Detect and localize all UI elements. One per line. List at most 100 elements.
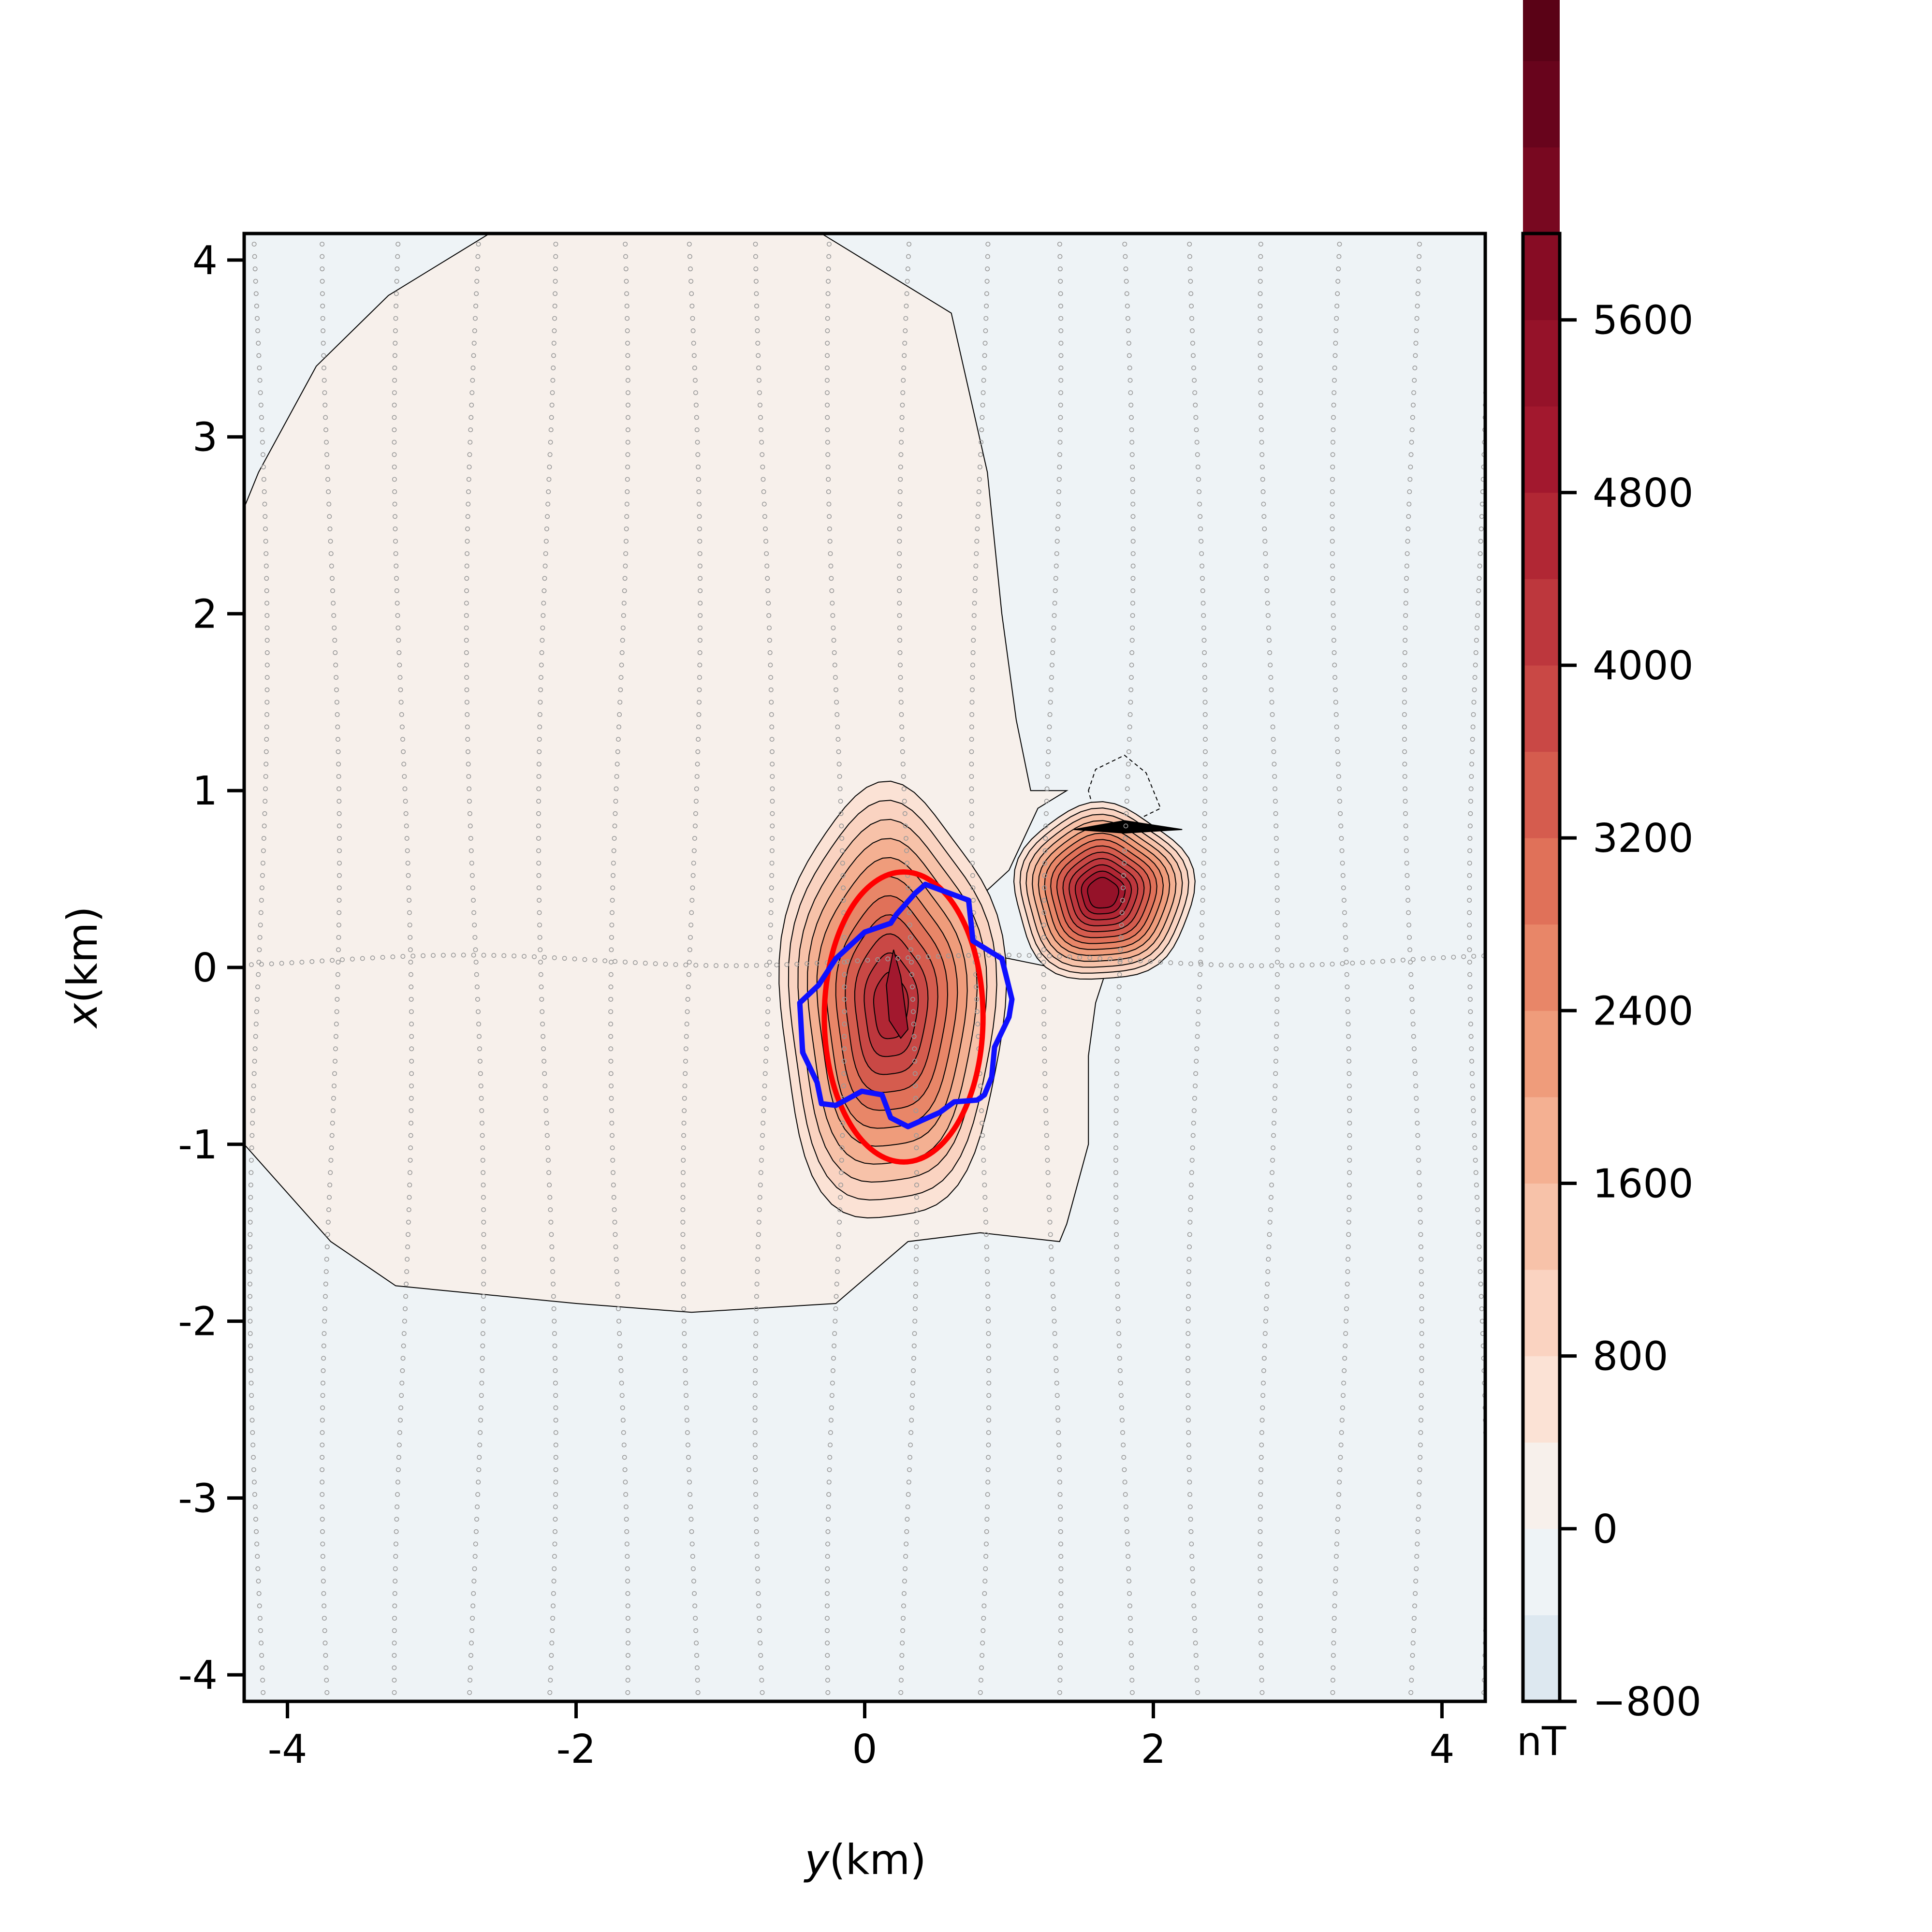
survey-point <box>985 1306 991 1311</box>
survey-point <box>548 1678 553 1683</box>
survey-point <box>401 761 407 767</box>
survey-point <box>552 1554 557 1559</box>
survey-point <box>1187 266 1193 272</box>
survey-point <box>1403 625 1408 630</box>
survey-point <box>1189 1157 1195 1163</box>
survey-point <box>1208 962 1214 967</box>
survey-point <box>1259 427 1264 433</box>
survey-point <box>549 415 554 420</box>
survey-point <box>407 922 412 928</box>
survey-point <box>1052 1331 1057 1336</box>
survey-point <box>1125 1541 1130 1547</box>
survey-point <box>1343 1331 1348 1336</box>
survey-point <box>464 687 469 692</box>
survey-point <box>1037 953 1042 958</box>
survey-point <box>1186 1467 1192 1472</box>
survey-point <box>1269 1182 1274 1187</box>
survey-point <box>832 1343 837 1348</box>
survey-point <box>1200 576 1205 581</box>
survey-point <box>471 952 476 958</box>
survey-point <box>897 563 902 569</box>
survey-point <box>766 600 771 606</box>
colorbar-band <box>1523 1528 1560 1615</box>
survey-point <box>551 1591 556 1596</box>
survey-point <box>698 588 703 593</box>
survey-point <box>472 922 477 928</box>
survey-point <box>1186 1393 1191 1398</box>
survey-point <box>260 452 265 457</box>
survey-point <box>393 526 398 531</box>
survey-point <box>476 1467 482 1472</box>
survey-point <box>1417 1182 1422 1187</box>
survey-point <box>698 613 703 618</box>
survey-point <box>770 835 775 841</box>
survey-point <box>758 415 763 420</box>
survey-point <box>1118 1380 1123 1386</box>
survey-point <box>552 1318 557 1324</box>
survey-point <box>824 1616 830 1621</box>
survey-point <box>841 935 847 940</box>
survey-point <box>540 1009 545 1014</box>
survey-point <box>1406 910 1411 915</box>
survey-point <box>553 1479 558 1485</box>
survey-point <box>393 551 398 556</box>
survey-point <box>827 526 832 531</box>
survey-point <box>685 1442 690 1448</box>
survey-point <box>592 957 598 963</box>
survey-point <box>969 724 974 730</box>
survey-point <box>1472 1133 1477 1138</box>
survey-point <box>1259 1640 1264 1646</box>
survey-point <box>1200 885 1206 891</box>
survey-point <box>472 1554 478 1559</box>
survey-point <box>1058 316 1064 321</box>
survey-point <box>1198 526 1203 531</box>
survey-point <box>392 439 397 445</box>
survey-point <box>320 1442 325 1448</box>
survey-point <box>684 1022 689 1027</box>
survey-point <box>1345 1269 1350 1274</box>
survey-point <box>1046 749 1051 754</box>
survey-point <box>689 291 694 296</box>
survey-point <box>983 1554 989 1559</box>
survey-point <box>538 947 543 952</box>
survey-point <box>465 539 470 544</box>
survey-point <box>1410 402 1416 408</box>
survey-point <box>572 956 577 962</box>
survey-point <box>1404 576 1409 581</box>
survey-point <box>1188 278 1193 284</box>
survey-point <box>469 1628 475 1633</box>
survey-point <box>399 1380 405 1386</box>
survey-point <box>551 1579 556 1584</box>
survey-point <box>1478 526 1484 531</box>
survey-point <box>1419 1380 1424 1386</box>
survey-point <box>1124 811 1129 816</box>
survey-point <box>1201 873 1206 878</box>
survey-point <box>522 953 527 959</box>
survey-point <box>986 1318 991 1324</box>
survey-point <box>479 1120 484 1126</box>
survey-point <box>693 1616 698 1621</box>
survey-point <box>767 625 772 630</box>
survey-point <box>1332 1603 1337 1609</box>
survey-point <box>409 1083 414 1089</box>
survey-point <box>685 996 690 1002</box>
survey-point <box>980 1133 985 1138</box>
survey-point <box>1339 1418 1345 1423</box>
survey-point <box>536 786 542 791</box>
survey-point <box>551 353 556 358</box>
survey-point <box>969 700 975 705</box>
survey-point <box>1188 1207 1193 1213</box>
survey-point <box>252 1046 258 1052</box>
survey-point <box>615 749 620 754</box>
survey-point <box>1121 1455 1127 1460</box>
survey-point <box>688 1517 694 1522</box>
survey-point <box>1130 551 1136 556</box>
survey-point <box>320 291 325 296</box>
survey-point <box>1413 1071 1418 1076</box>
survey-point <box>1056 501 1061 507</box>
survey-point <box>900 737 905 742</box>
survey-point <box>469 402 474 408</box>
survey-point <box>1419 1318 1424 1324</box>
survey-point <box>1467 861 1472 866</box>
survey-point <box>249 1133 255 1138</box>
